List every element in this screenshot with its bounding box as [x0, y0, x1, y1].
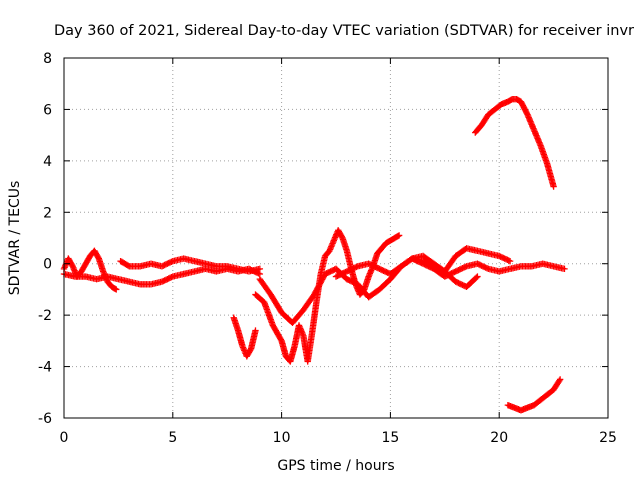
x-axis-label: GPS time / hours: [277, 458, 394, 474]
y-tick-label: -2: [38, 308, 52, 324]
y-tick-label: 4: [43, 154, 52, 170]
trace-marker: [473, 274, 480, 281]
y-tick-label: -6: [38, 411, 52, 427]
trace-marker: [556, 377, 563, 384]
data-point: [252, 327, 259, 334]
chart-title: Day 360 of 2021, Sidereal Day-to-day VTE…: [54, 23, 634, 39]
trace-marker: [247, 346, 254, 354]
y-tick-label: 2: [43, 205, 52, 221]
y-tick-label: 8: [43, 51, 52, 67]
x-tick-label: 5: [168, 430, 177, 446]
data-point: [556, 376, 564, 383]
y-axis-label: SDTVAR / TECUs: [7, 181, 23, 296]
y-tick-label: 0: [43, 257, 52, 273]
plot-frame: [63, 57, 609, 419]
data-point: [506, 257, 514, 265]
x-tick-label: 25: [599, 430, 617, 446]
grid-lines: [64, 58, 608, 418]
trace-marker: [124, 262, 132, 269]
data-point: [561, 265, 568, 273]
x-tick-label: 20: [490, 430, 508, 446]
data-point: [113, 286, 120, 293]
x-tick-label: 15: [381, 430, 399, 446]
x-tick-label: 10: [273, 430, 291, 446]
data-points: [60, 95, 568, 414]
data-point: [550, 183, 557, 190]
y-tick-label: 6: [43, 102, 52, 118]
y-tick-label: -4: [38, 360, 52, 376]
data-point: [474, 273, 481, 280]
data-point: [395, 232, 403, 239]
axis-ticks: 0 5 10 15 20 25 -6 -4 -2 0 2 4 6 8: [38, 51, 617, 446]
x-tick-label: 0: [60, 430, 69, 446]
data-point: [256, 265, 264, 273]
